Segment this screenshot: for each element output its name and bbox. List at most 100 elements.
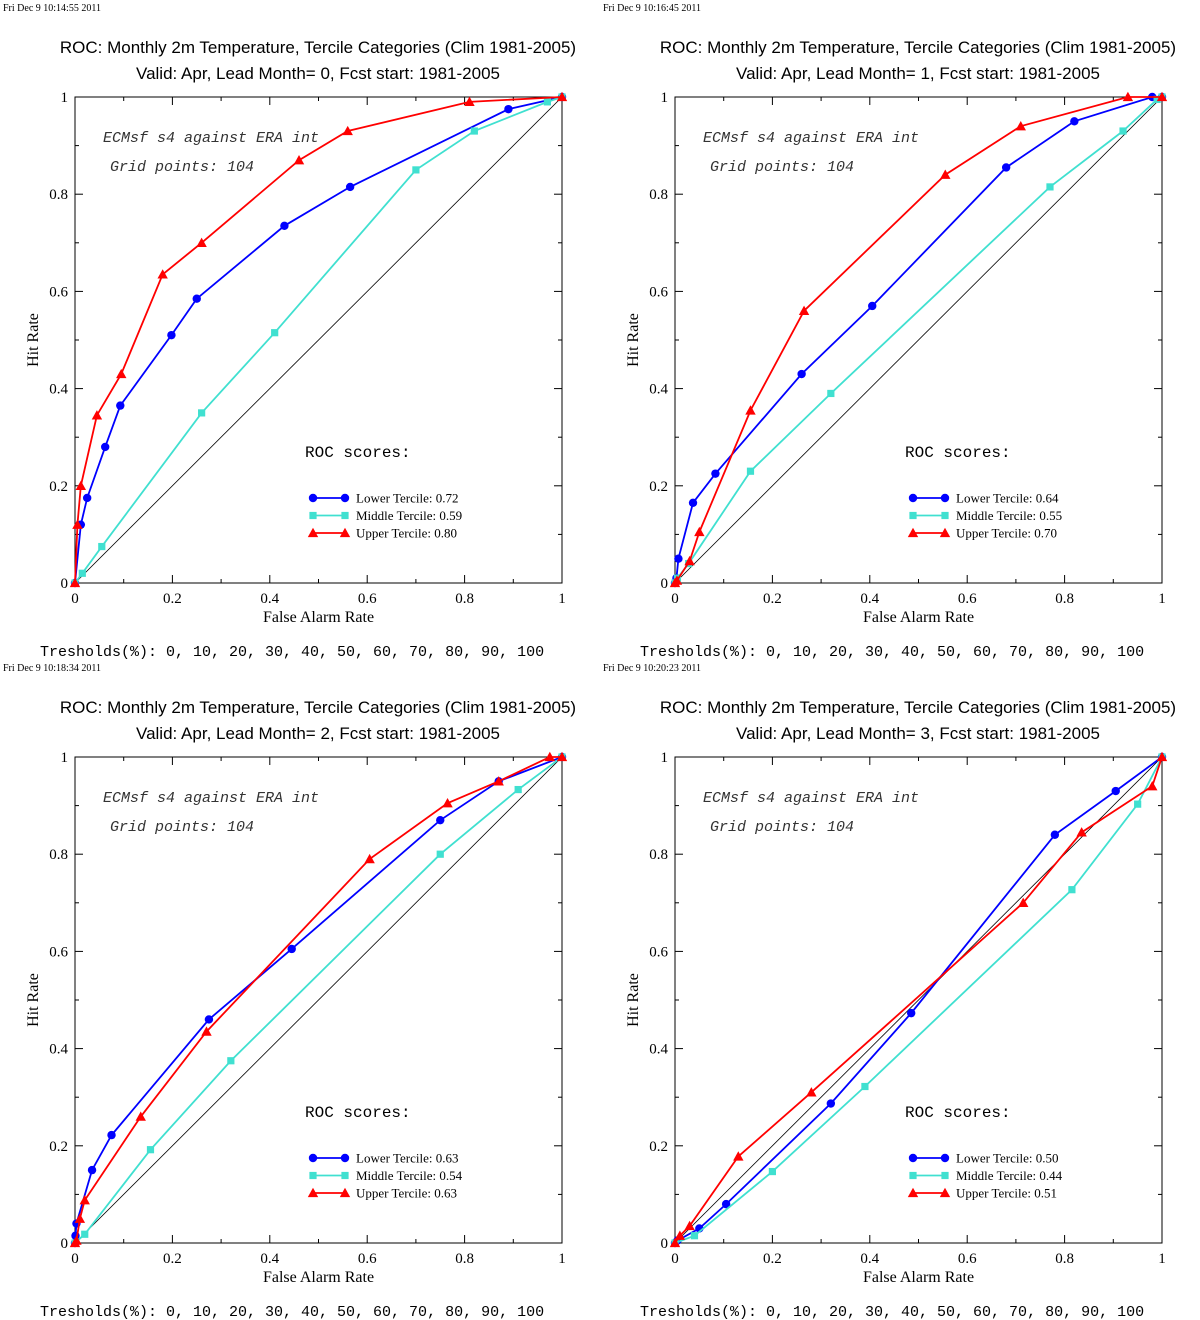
x-tick-label: 0.8 (1055, 591, 1074, 607)
data-point-2 (694, 526, 705, 537)
data-point-0 (192, 294, 201, 303)
data-point-2 (71, 1235, 82, 1245)
data-point-1 (1119, 127, 1127, 135)
legend-marker-2 (339, 1187, 351, 1198)
y-tick-label: 0.4 (49, 1042, 68, 1058)
timestamp: Fri Dec 9 10:18:34 2011 (3, 663, 101, 674)
data-point-1 (543, 98, 551, 106)
data-point-0 (711, 469, 720, 478)
data-point-0 (345, 182, 355, 192)
timestamp: Fri Dec 9 10:16:45 2011 (603, 3, 701, 14)
data-point-0 (906, 1008, 916, 1018)
data-point-2 (671, 575, 683, 585)
thresholds-text: Tresholds(%): 0, 10, 20, 30, 40, 50, 60,… (640, 644, 1144, 660)
annotation-grid-points: Grid points: 104 (110, 159, 254, 176)
x-tick-label: 0 (71, 1251, 79, 1267)
data-point-2 (91, 410, 103, 420)
data-point-1 (470, 127, 478, 135)
x-tick-label: 1 (1158, 1251, 1166, 1267)
legend-label-0: Lower Tercile: 0.72 (356, 491, 458, 506)
y-tick-label: 0.4 (649, 1042, 668, 1058)
y-tick-label: 0.4 (49, 382, 68, 398)
data-point-2 (733, 1151, 744, 1161)
legend-marker-2 (907, 1187, 919, 1198)
chart-title: ROC: Monthly 2m Temperature, Tercile Cat… (660, 38, 1176, 57)
y-tick-label: 0.2 (49, 1139, 68, 1155)
chart-title: ROC: Monthly 2m Temperature, Tercile Cat… (60, 698, 576, 717)
legend-marker-1 (909, 1171, 917, 1180)
chart-title: ROC: Monthly 2m Temperature, Tercile Cat… (660, 698, 1176, 717)
data-point-1 (227, 1057, 235, 1065)
no-skill-diagonal (674, 756, 1163, 1244)
data-point-1 (1134, 800, 1142, 808)
data-point-2 (196, 237, 207, 247)
data-point-1 (1046, 183, 1054, 191)
roc-panel-lead-1: Fri Dec 9 10:16:45 2011 ROC: Monthly 2m T… (600, 0, 1200, 660)
data-point-2 (1156, 91, 1168, 102)
y-tick-label: 0.2 (649, 479, 668, 495)
roc-chart-0: Fri Dec 9 10:14:55 2011 ROC: Monthly 2m T… (3, 3, 576, 660)
data-point-2 (75, 480, 87, 490)
x-tick-label: 0 (671, 1251, 679, 1267)
x-tick-label: 0.6 (358, 1251, 377, 1267)
legend-marker-0 (340, 493, 350, 503)
data-point-2 (442, 797, 453, 808)
x-tick-label: 0.4 (260, 1251, 279, 1267)
y-tick-label: 0.6 (649, 944, 668, 960)
data-point-2 (72, 519, 83, 529)
legend-marker-0 (908, 493, 918, 503)
data-point-0 (674, 554, 683, 563)
y-tick-label: 0.4 (649, 382, 668, 398)
legend-label-2: Upper Tercile: 0.63 (356, 1186, 457, 1201)
data-point-2 (157, 269, 168, 279)
data-point-2 (74, 1213, 86, 1223)
legend-marker-0 (308, 1153, 318, 1163)
x-tick-label: 1 (558, 591, 566, 607)
data-point-2 (684, 555, 695, 566)
legend-marker-2 (339, 527, 351, 538)
y-tick-label: 0.8 (49, 847, 68, 863)
x-tick-label: 0.4 (860, 591, 879, 607)
roc-scores-header: ROC scores: (905, 1104, 1011, 1122)
annotation-grid-points: Grid points: 104 (710, 159, 854, 176)
data-point-2 (1122, 91, 1134, 102)
data-point-2 (293, 154, 305, 165)
y-axis-label: Hit Rate (625, 313, 642, 367)
y-tick-label: 1 (661, 750, 669, 766)
x-tick-label: 0.2 (163, 1251, 182, 1267)
data-point-2 (1076, 827, 1087, 837)
data-point-2 (544, 751, 556, 762)
data-point-2 (364, 853, 375, 864)
x-tick-label: 0.2 (763, 1251, 782, 1267)
legend-marker-2 (939, 1187, 951, 1198)
annotation-source: ECMsf s4 against ERA int (703, 790, 919, 807)
data-point-1 (412, 166, 420, 174)
x-tick-label: 0.2 (763, 591, 782, 607)
data-point-2 (493, 776, 504, 786)
data-point-0 (280, 221, 289, 230)
legend-marker-2 (939, 527, 951, 538)
data-point-1 (827, 389, 835, 398)
data-point-1 (1153, 95, 1161, 104)
x-tick-label: 0.6 (958, 591, 977, 607)
legend-label-1: Middle Tercile: 0.55 (956, 508, 1062, 523)
x-axis-label: False Alarm Rate (863, 609, 974, 626)
roc-chart-1: Fri Dec 9 10:16:45 2011 ROC: Monthly 2m T… (603, 3, 1176, 660)
roc-panel-lead-2: Fri Dec 9 10:18:34 2011 ROC: Monthly 2m T… (0, 660, 600, 1320)
data-point-1 (81, 1230, 89, 1238)
data-point-1 (514, 785, 522, 794)
legend-marker-1 (341, 511, 349, 520)
data-point-0 (504, 104, 513, 114)
data-point-1 (1068, 886, 1076, 894)
timestamp: Fri Dec 9 10:14:55 2011 (3, 3, 101, 14)
data-point-0 (287, 944, 296, 954)
y-tick-label: 0.6 (49, 284, 68, 300)
annotation-source: ECMsf s4 against ERA int (703, 130, 919, 147)
legend-marker-0 (340, 1153, 350, 1163)
thresholds-text: Tresholds(%): 0, 10, 20, 30, 40, 50, 60,… (40, 1304, 544, 1320)
roc-scores-header: ROC scores: (305, 1104, 411, 1122)
data-point-0 (87, 1165, 97, 1175)
data-point-0 (116, 401, 125, 410)
y-axis-label: Hit Rate (25, 313, 42, 367)
